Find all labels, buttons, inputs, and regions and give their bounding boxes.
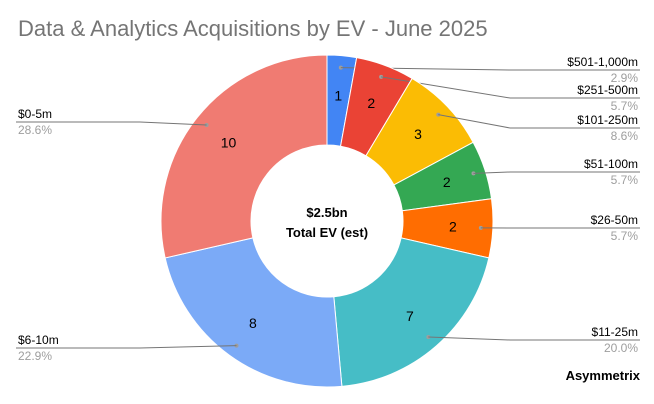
callout-percent-501-1-000m: 2.9% — [611, 71, 639, 85]
callout-label-51-100m: $51-100m — [584, 157, 638, 171]
slice-6-10m — [164, 237, 343, 388]
callout-label-501-1-000m: $501-1,000m — [567, 55, 638, 69]
slice-value-501-1-000m: 1 — [334, 88, 342, 104]
callout-percent-26-50m: 5.7% — [611, 229, 639, 243]
slice-value-251-500m: 2 — [367, 95, 375, 111]
center-value: $2.5bn — [306, 205, 347, 220]
callout-line-101-250m — [438, 114, 640, 129]
callout-line-51-100m — [473, 171, 640, 174]
chart-title: Data & Analytics Acquisitions by EV - Ju… — [18, 16, 488, 41]
slice-11-25m — [333, 237, 490, 387]
center-label: Total EV (est) — [286, 225, 368, 240]
callout-percent-101-250m: 8.6% — [611, 129, 639, 143]
callout-label-26-50m: $26-50m — [591, 213, 638, 227]
callout-line-6-10m — [16, 345, 237, 349]
brand-label: Asymmetrix — [565, 368, 640, 383]
callout-line-251-500m — [381, 76, 640, 99]
callout-label-6-10m: $6-10m — [18, 333, 59, 347]
slice-value-101-250m: 3 — [414, 126, 422, 142]
slice-0-5m — [160, 54, 328, 259]
callout-label-11-25m: $11-25m — [592, 325, 638, 339]
slice-value-51-100m: 2 — [443, 174, 451, 190]
callout-percent-6-10m: 22.9% — [18, 349, 52, 363]
slice-value-6-10m: 8 — [249, 315, 257, 331]
callout-percent-11-25m: 20.0% — [604, 341, 638, 355]
callout-label-0-5m: $0-5m — [18, 107, 52, 121]
callout-percent-251-500m: 5.7% — [611, 99, 639, 113]
callout-line-501-1-000m — [340, 67, 640, 71]
callout-line-11-25m — [428, 336, 640, 341]
callout-label-101-250m: $101-250m — [577, 113, 638, 127]
callout-percent-51-100m: 5.7% — [611, 173, 639, 187]
callout-percent-0-5m: 28.6% — [18, 123, 52, 137]
callout-label-251-500m: $251-500m — [577, 83, 638, 97]
slice-value-26-50m: 2 — [449, 219, 457, 235]
callout-line-0-5m — [16, 121, 207, 126]
slice-value-11-25m: 7 — [406, 308, 414, 324]
slice-value-0-5m: 10 — [221, 134, 237, 150]
